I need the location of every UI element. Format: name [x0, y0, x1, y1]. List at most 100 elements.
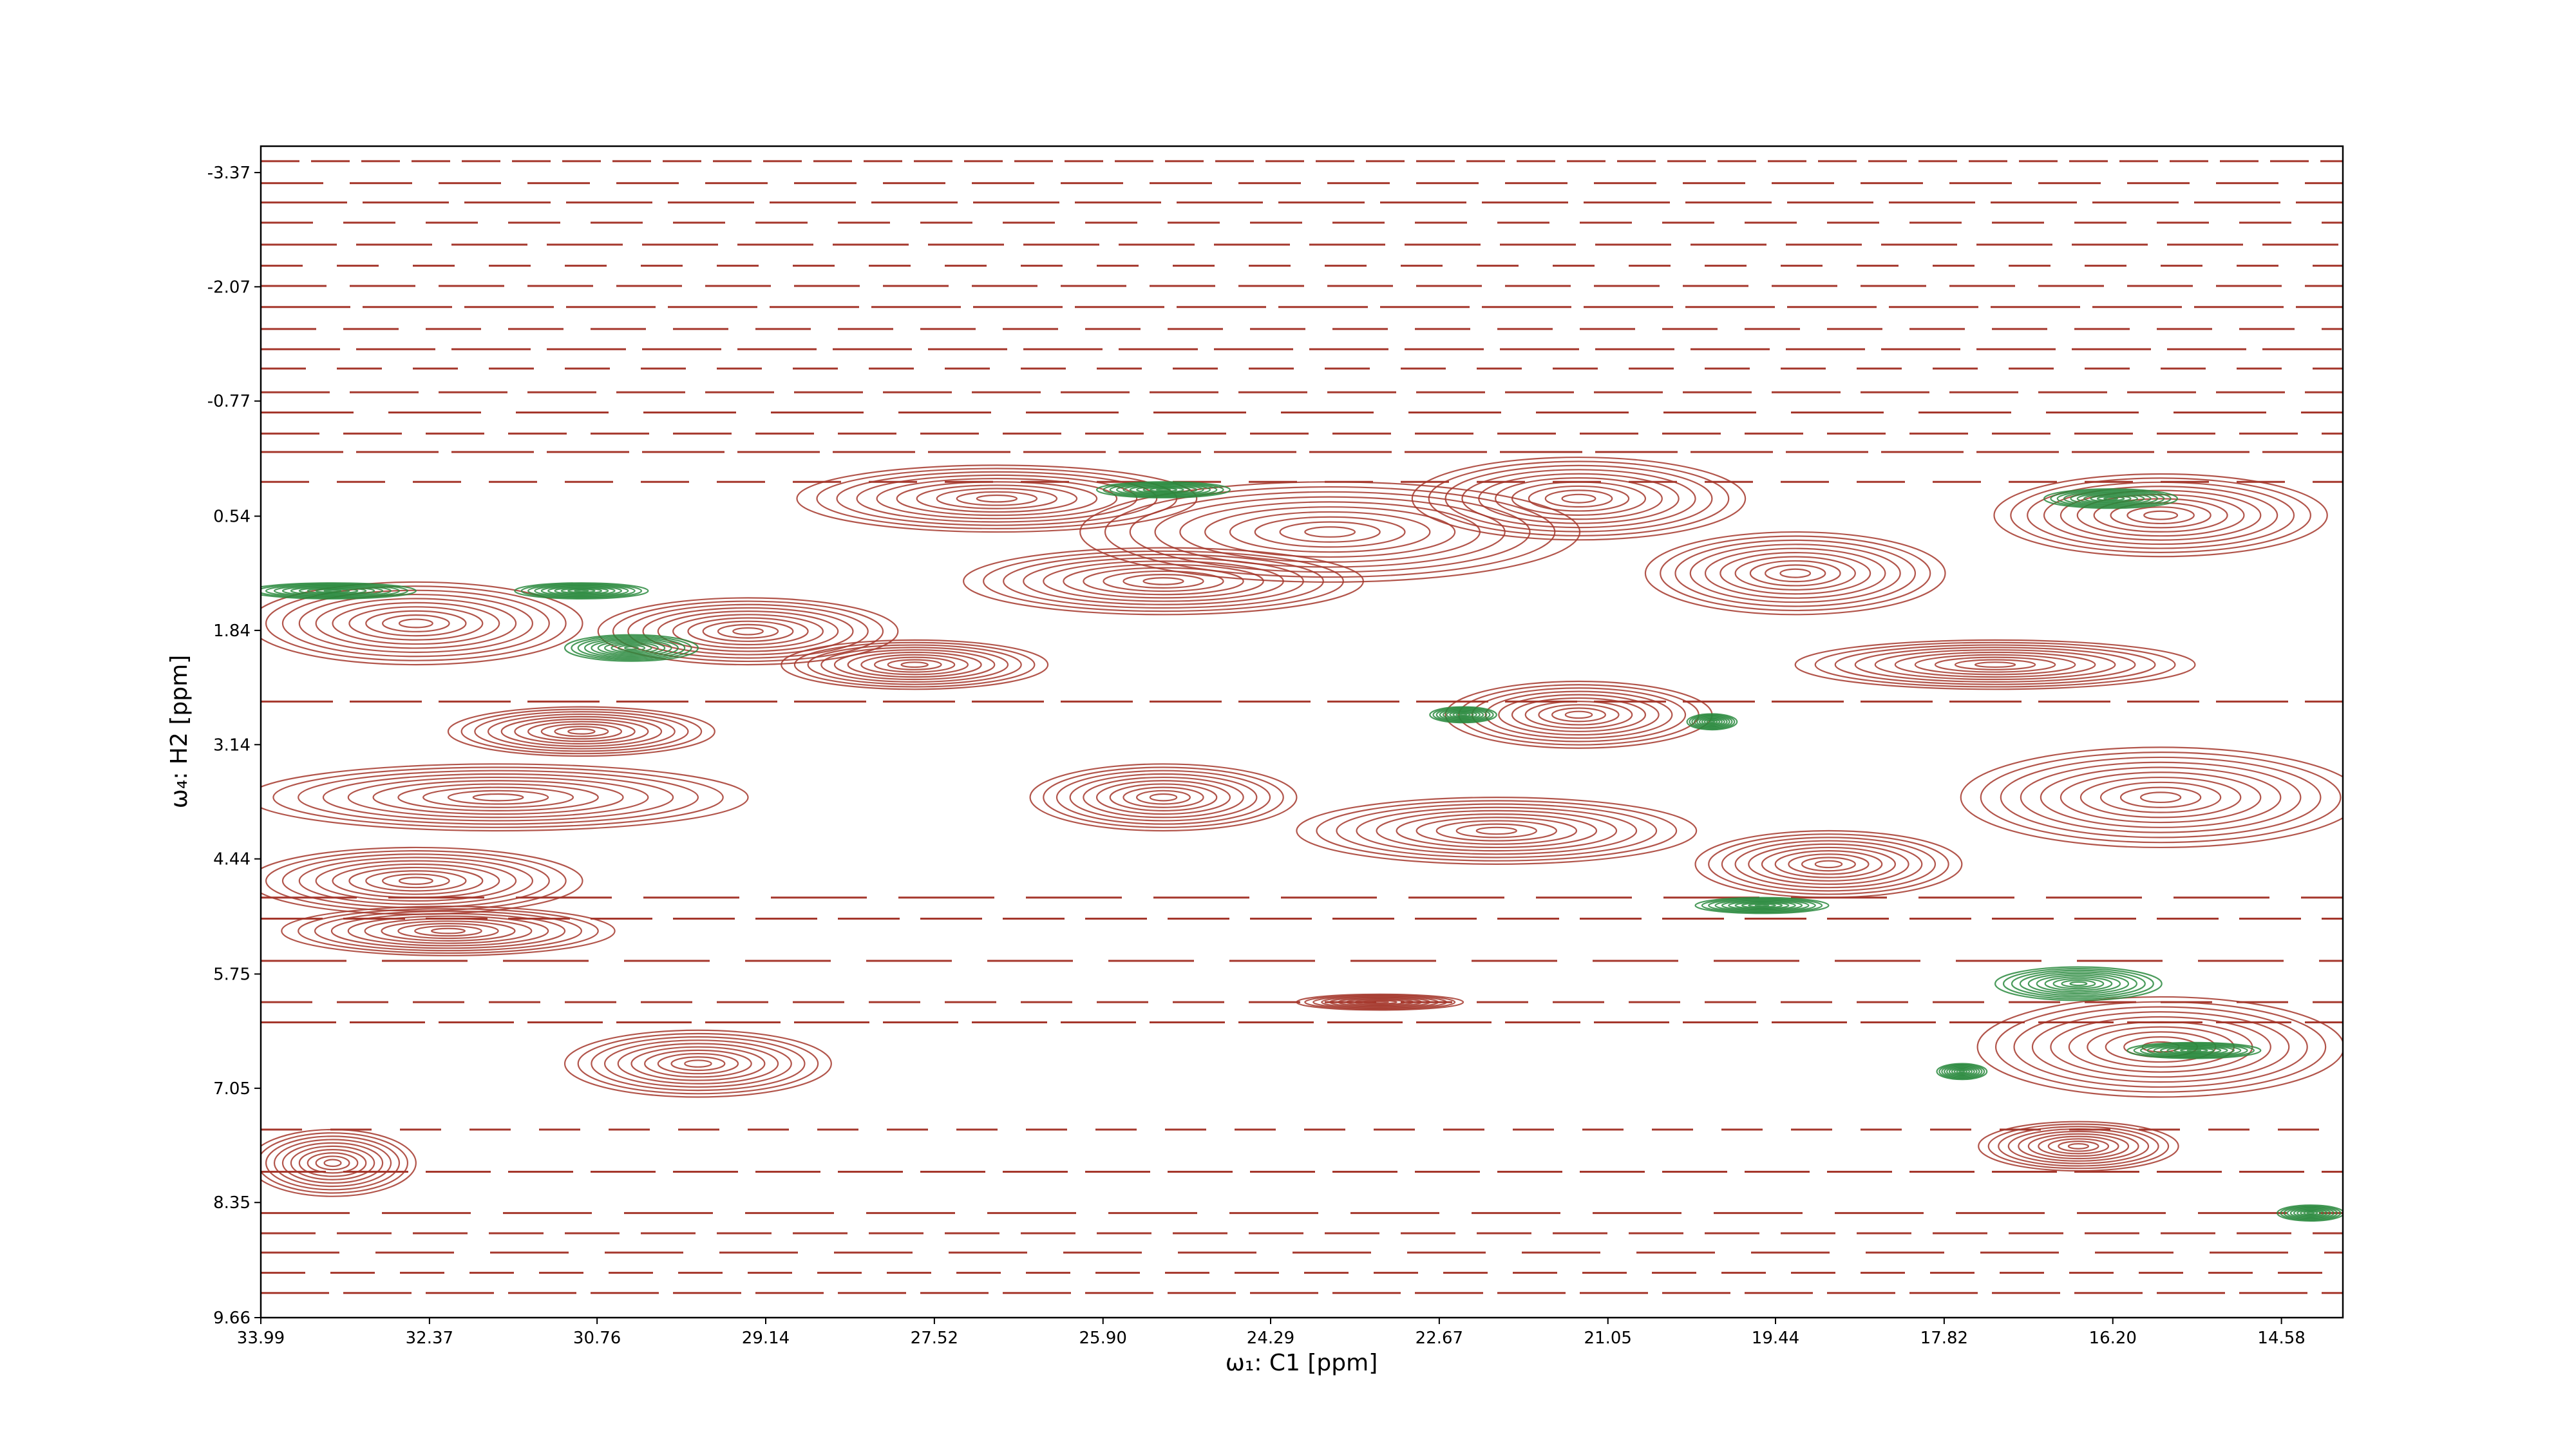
contour-level — [1439, 708, 1488, 721]
contour-level — [1296, 993, 1464, 1011]
peak — [1960, 746, 2343, 849]
contour-level — [1428, 460, 1730, 537]
contour-level — [1498, 694, 1660, 736]
contour-level — [414, 925, 482, 937]
contour-level — [273, 1139, 392, 1188]
contour-level — [281, 853, 550, 909]
contour-level — [1023, 557, 1304, 605]
contour-level — [397, 783, 599, 812]
contour-level — [896, 481, 1098, 516]
contour-level — [1774, 850, 1883, 878]
contour-level — [2093, 498, 2228, 533]
contour-level — [1129, 485, 1198, 495]
contour-level — [1142, 486, 1184, 493]
contour-level — [2300, 1209, 2322, 1217]
peak — [597, 597, 899, 666]
contour-level — [365, 870, 467, 892]
contour-level — [1974, 661, 2016, 668]
contour-level — [574, 589, 589, 592]
contour-level — [348, 866, 484, 895]
peak — [2126, 1041, 2262, 1059]
contour-level — [500, 715, 663, 747]
contour-level — [2289, 1208, 2332, 1219]
contour-level — [261, 581, 583, 666]
peak — [1694, 896, 1830, 914]
contour-level — [1749, 560, 1841, 587]
contour-level — [603, 641, 659, 654]
contour-level — [1442, 709, 1484, 721]
contour-level — [472, 793, 524, 802]
contour-level — [1109, 783, 1218, 812]
contour-level — [936, 488, 1058, 509]
contour-level — [347, 776, 649, 819]
contour-level — [1056, 770, 1271, 825]
contour-level — [265, 585, 567, 661]
x-tick-label: 17.82 — [1920, 1329, 1968, 1348]
contour-level — [1934, 656, 2056, 673]
contour-level — [1396, 813, 1598, 849]
contour-level — [1095, 780, 1231, 815]
contour-level — [1471, 687, 1687, 743]
contour-level — [2027, 972, 2130, 995]
contour-level — [2096, 496, 2125, 502]
contour-level — [2076, 493, 2245, 537]
contour-level — [315, 860, 517, 902]
contour-level — [1660, 535, 1931, 612]
contour-level — [1069, 773, 1258, 822]
contour-level — [2007, 1128, 2150, 1164]
contour-level — [298, 908, 599, 954]
contour-level — [976, 494, 1018, 503]
contour-level — [1689, 544, 1901, 603]
contour-level — [2047, 1138, 2110, 1155]
peak — [261, 846, 583, 915]
contour-level — [1459, 713, 1468, 717]
contour-level — [322, 773, 674, 822]
contour-level — [2020, 761, 2302, 833]
contour-level — [348, 606, 484, 641]
contour-level — [1801, 857, 1856, 872]
y-tick-label: -3.37 — [207, 164, 251, 183]
contour-level — [1944, 1065, 1980, 1078]
contour-level — [1708, 833, 1949, 895]
peak — [1095, 481, 1231, 498]
contour-level — [1321, 996, 1439, 1009]
contour-level — [1354, 999, 1406, 1005]
peak — [1444, 680, 1713, 749]
contour-level — [364, 918, 533, 944]
peak — [1936, 1063, 1988, 1081]
contour-level — [298, 1148, 367, 1177]
contour-level — [1754, 904, 1770, 907]
contour-level — [583, 638, 679, 658]
peak — [1296, 993, 1464, 1011]
contour-level — [261, 1128, 417, 1197]
contour-level — [1765, 564, 1826, 583]
contour-level — [1714, 899, 1810, 912]
axes-frame — [260, 145, 2344, 1319]
contour-level — [290, 1145, 375, 1180]
contour-level — [887, 659, 942, 670]
contour-level — [833, 649, 996, 681]
contour-level — [365, 610, 467, 637]
contour-level — [1043, 766, 1284, 828]
contour-level — [347, 915, 549, 947]
contour-level — [2043, 486, 2278, 545]
peak — [1993, 473, 2328, 558]
contour-level — [281, 905, 616, 956]
x-tick-label: 29.14 — [742, 1329, 790, 1348]
y-tick-label: 3.14 — [213, 735, 251, 755]
x-tick-label: 33.99 — [237, 1329, 285, 1348]
contour-level — [1495, 477, 1663, 520]
contour-level — [2050, 489, 2172, 508]
contour-level — [1741, 902, 1783, 909]
contour-level — [687, 617, 809, 646]
contour-level — [281, 589, 550, 658]
contour-level — [1734, 901, 1790, 910]
contour-level — [1435, 820, 1557, 842]
contour-level — [560, 587, 603, 594]
contour-level — [2297, 1209, 2325, 1217]
x-tick-label: 24.29 — [1247, 1329, 1294, 1348]
contour-level — [1329, 996, 1431, 1008]
y-tick-label: 4.44 — [213, 850, 251, 869]
contour-level — [2060, 489, 2262, 541]
contour-level — [1511, 697, 1647, 732]
